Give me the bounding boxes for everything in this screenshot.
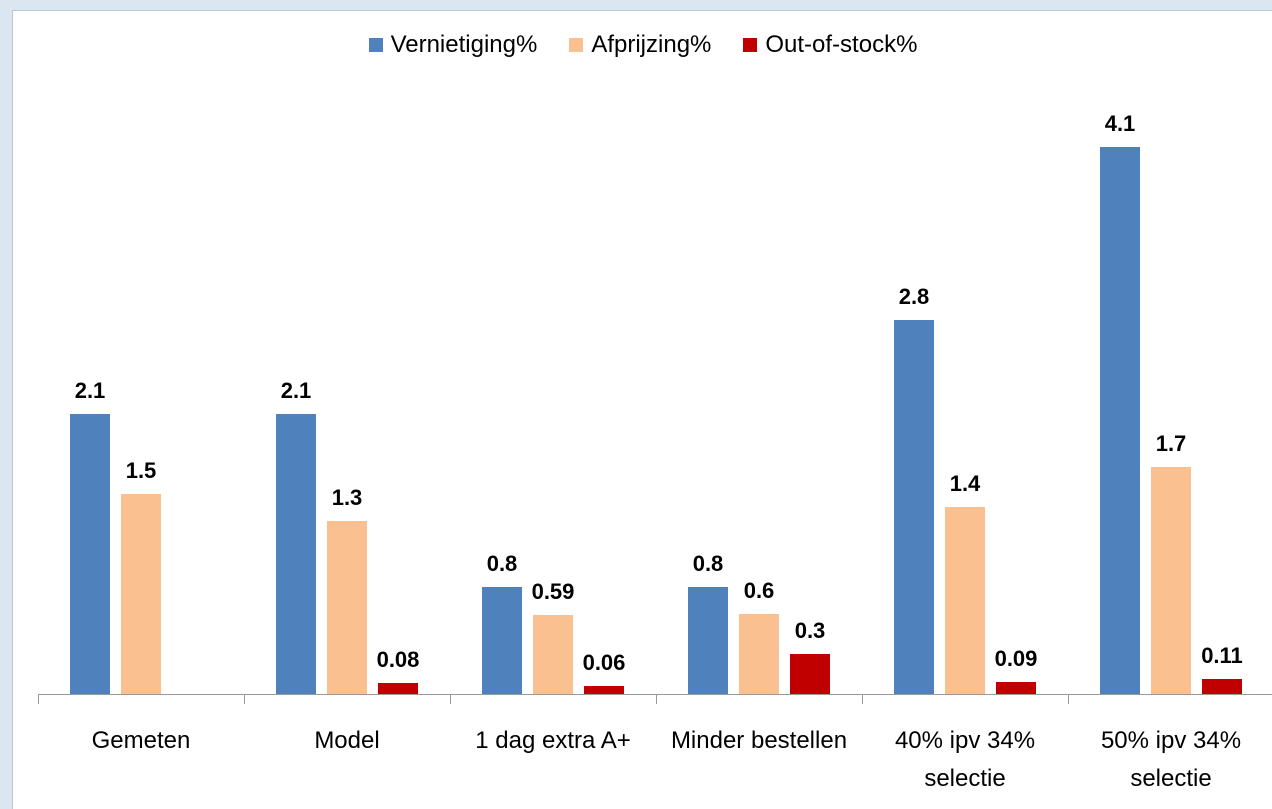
x-tick bbox=[656, 694, 657, 704]
x-tick-label: Minder bestellen bbox=[670, 727, 848, 754]
data-label: 0.3 bbox=[794, 617, 826, 643]
legend-item: Out-of-stock% bbox=[743, 31, 917, 59]
data-label: 2.1 bbox=[74, 377, 106, 403]
x-tick-label: 1 dag extra A+ bbox=[475, 727, 631, 754]
data-label: 0.09 bbox=[994, 645, 1038, 671]
data-label: 0.8 bbox=[692, 551, 724, 577]
legend: Vernietiging% Afprijzing% Out-of-stock% bbox=[13, 31, 1272, 59]
data-label: 0.59 bbox=[531, 579, 575, 605]
data-label: 0.6 bbox=[743, 577, 775, 603]
x-tick bbox=[244, 694, 245, 704]
legend-swatch bbox=[743, 38, 758, 52]
bar bbox=[482, 587, 522, 694]
legend-swatch bbox=[569, 38, 584, 52]
bar bbox=[739, 613, 779, 694]
x-tick-label: Gemeten bbox=[91, 727, 191, 754]
data-label: 1.7 bbox=[1155, 431, 1187, 457]
x-tick bbox=[38, 694, 39, 704]
data-label: 1.5 bbox=[125, 457, 157, 483]
x-tick-label: 40% ipv 34% selectie bbox=[894, 727, 1036, 792]
bar bbox=[327, 520, 367, 694]
legend-swatch bbox=[368, 38, 383, 52]
x-tick-label: 50% ipv 34% selectie bbox=[1100, 727, 1242, 792]
bar bbox=[533, 615, 573, 694]
legend-label: Out-of-stock% bbox=[765, 31, 918, 58]
bar bbox=[70, 413, 110, 694]
bar bbox=[945, 507, 985, 694]
bar bbox=[790, 653, 830, 694]
x-tick bbox=[862, 694, 863, 704]
data-label: 2.1 bbox=[280, 377, 312, 403]
bar bbox=[1100, 147, 1140, 694]
legend-label: Afprijzing% bbox=[591, 31, 712, 58]
data-label: 0.08 bbox=[376, 647, 420, 673]
legend-item: Vernietiging% bbox=[368, 31, 538, 59]
data-label: 1.3 bbox=[331, 484, 363, 510]
data-label: 0.06 bbox=[582, 649, 626, 675]
data-label: 4.1 bbox=[1104, 111, 1136, 136]
bar bbox=[584, 685, 624, 694]
bar bbox=[894, 320, 934, 694]
bar bbox=[1151, 467, 1191, 694]
bar bbox=[121, 493, 161, 694]
x-tick bbox=[450, 694, 451, 704]
chart: Vernietiging% Afprijzing% Out-of-stock% Ge… bbox=[12, 10, 1272, 809]
data-label: 0.11 bbox=[1201, 643, 1243, 669]
x-tick bbox=[1068, 694, 1069, 704]
bar bbox=[1202, 679, 1242, 694]
legend-label: Vernietiging% bbox=[390, 31, 538, 58]
legend-item: Afprijzing% bbox=[569, 31, 711, 59]
bar bbox=[276, 413, 316, 694]
bar bbox=[378, 683, 418, 694]
data-label: 2.8 bbox=[898, 284, 930, 310]
bar bbox=[996, 681, 1036, 694]
data-label: 1.4 bbox=[949, 471, 981, 497]
x-axis-line bbox=[38, 694, 1272, 695]
data-label: 0.8 bbox=[486, 551, 518, 577]
bar bbox=[688, 587, 728, 694]
x-tick-label: Model bbox=[314, 727, 380, 754]
